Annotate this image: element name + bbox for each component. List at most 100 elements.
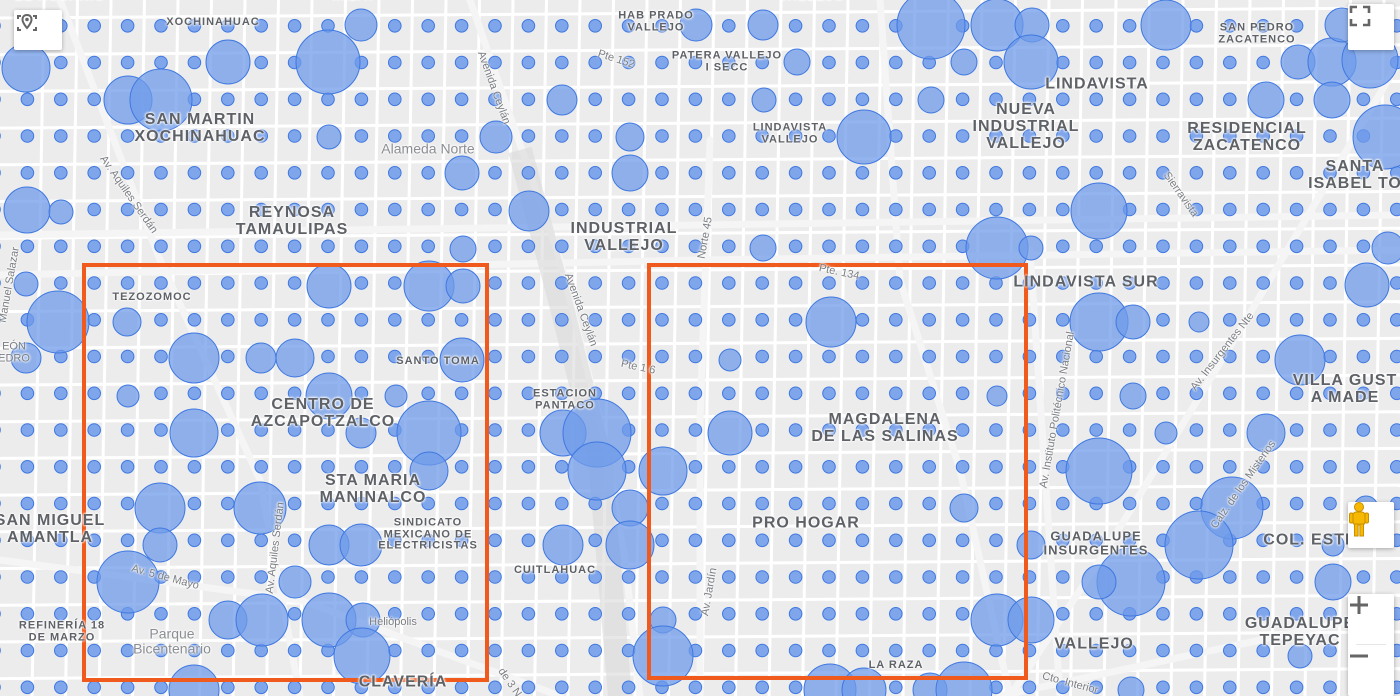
data-point-circle [454,92,469,107]
data-point-circle [922,643,937,658]
data-point-circle [555,55,569,70]
data-point-circle [955,533,970,548]
data-point-circle [421,55,436,70]
data-point-circle [1056,239,1070,254]
data-point-circle [755,349,770,364]
data-point-circle [20,570,35,584]
data-point-circle [221,92,235,107]
data-point-circle [1289,166,1304,180]
data-point-circle [154,239,168,254]
data-point-circle [187,460,202,474]
data-point-circle [388,239,402,254]
data-point-circle [1256,55,1270,70]
data-point-circle [187,166,202,180]
plus-icon [1350,596,1368,614]
data-point-circle [54,460,68,474]
data-point-circle [955,570,970,584]
data-point-circle-large [13,271,39,297]
data-point-circle-large [316,124,342,150]
data-point-circle [855,349,870,364]
data-point-circle [1022,166,1037,180]
data-point-circle-large [205,39,251,85]
data-point-circle [1122,496,1137,511]
data-point-circle [889,166,903,180]
data-point-circle [722,202,736,217]
data-point-circle [388,313,402,327]
data-point-circle [1256,680,1270,695]
data-point-circle [822,129,836,143]
data-point-circle [87,533,101,548]
data-point-circle [1289,496,1304,511]
data-point-circle [889,533,903,548]
major-road [0,246,1400,279]
major-road [696,136,714,696]
data-point-circle-large [707,410,753,456]
data-point-circle [454,460,469,474]
data-point-circle [855,423,870,437]
data-point-circle [87,349,101,364]
data-point-circle [1223,239,1237,254]
data-point-circle [1289,202,1304,217]
data-point-circle [822,276,836,290]
data-point-circle [1223,643,1237,658]
data-point-circle [655,239,669,254]
data-point-circle [655,55,669,70]
data-point-circle [621,313,636,327]
data-point-circle [187,55,202,70]
data-point-circle [521,680,536,695]
data-point-circle-large [615,122,645,152]
data-point-circle [1156,643,1170,658]
data-point-circle [822,202,836,217]
data-point-circle [588,643,603,658]
data-point-circle [254,55,269,70]
data-point-circle [621,202,636,217]
data-point-circle [1223,19,1237,33]
data-point-circle [688,202,703,217]
data-point-circle-large [1287,643,1313,669]
data-point-circle [87,276,101,290]
data-point-circle [1056,496,1070,511]
data-point-circle [321,166,335,180]
data-point-circle [20,460,35,474]
data-point-circle [822,643,836,658]
data-point-circle-large [896,0,966,60]
data-point-circle [588,313,603,327]
data-point-circle [922,129,937,143]
data-point-circle [154,349,168,364]
data-point-circle-large [1247,81,1285,119]
data-point-circle [187,129,202,143]
data-point-circle [454,202,469,217]
data-point-circle-large [344,8,378,42]
data-point-circle [521,129,536,143]
data-point-circle [889,239,903,254]
data-point-circle [154,643,168,658]
data-point-circle [1323,496,1337,511]
data-point-circle [1356,166,1371,180]
my-location-button[interactable] [14,10,62,50]
data-point-circle [321,460,335,474]
street-view-button[interactable] [1348,502,1394,548]
data-point-circle [755,533,770,548]
fullscreen-button[interactable] [1348,4,1394,50]
zoom-out-button[interactable] [1348,645,1394,691]
data-point-circle [1223,166,1237,180]
zoom-in-button[interactable] [1348,594,1394,640]
data-point-circle [989,349,1003,364]
data-point-circle [254,276,269,290]
data-point-circle-large [235,593,289,647]
data-point-circle [1323,386,1337,401]
data-point-circle-large [445,268,481,304]
data-point-circle [254,313,269,327]
data-point-circle [555,607,569,621]
data-point-circle [889,460,903,474]
data-point-circle [655,166,669,180]
data-point-circle [421,313,436,327]
minus-icon [1350,654,1368,658]
data-point-circle [722,92,736,107]
data-point-circle [1289,129,1304,143]
data-point-circle [788,313,803,327]
data-point-circle-large [278,565,312,599]
data-point-circle [454,570,469,584]
data-point-circle [421,533,436,548]
